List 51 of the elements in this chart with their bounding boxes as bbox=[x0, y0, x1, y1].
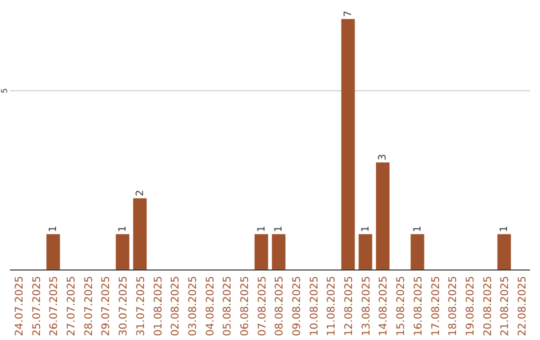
bar bbox=[358, 234, 372, 270]
x-tick-label: 15.08.2025 bbox=[395, 276, 408, 336]
x-tick-label: 11.08.2025 bbox=[326, 276, 338, 336]
x-tick-label: 17.08.2025 bbox=[430, 276, 442, 336]
bar bbox=[46, 234, 60, 270]
x-tick-label: 10.08.2025 bbox=[308, 276, 320, 336]
data-label: 1 bbox=[499, 226, 510, 232]
bar bbox=[133, 198, 147, 270]
data-label: 2 bbox=[134, 190, 146, 196]
x-tick-label: 07.08.2025 bbox=[256, 276, 268, 336]
bar bbox=[254, 234, 268, 270]
x-tick-label: 26.07.2025 bbox=[48, 276, 60, 336]
x-tick-label: 19.08.2025 bbox=[464, 276, 476, 336]
x-tick-label: 02.08.2025 bbox=[170, 276, 182, 336]
x-tick-label: 20.08.2025 bbox=[482, 276, 494, 336]
bar bbox=[410, 234, 424, 270]
y-tick-label: 5 bbox=[0, 88, 9, 94]
x-tick-label: 21.08.2025 bbox=[499, 276, 512, 336]
bar bbox=[116, 234, 130, 270]
x-tick-label: 27.07.2025 bbox=[66, 276, 78, 336]
x-tick-label: 14.08.2025 bbox=[378, 276, 390, 336]
data-label: 1 bbox=[274, 226, 285, 232]
data-label: 1 bbox=[412, 226, 424, 232]
x-tick-label: 31.07.2025 bbox=[134, 276, 147, 336]
data-label: 1 bbox=[360, 226, 372, 232]
x-tick-label: 16.08.2025 bbox=[412, 276, 424, 336]
x-tick-label: 13.08.2025 bbox=[360, 276, 372, 336]
x-tick-label: 03.08.2025 bbox=[186, 276, 199, 336]
x-tick-label: 24.07.2025 bbox=[14, 276, 26, 336]
x-tick-label: 28.07.2025 bbox=[82, 276, 95, 336]
data-label: 1 bbox=[48, 226, 60, 232]
x-tick-label: 30.07.2025 bbox=[118, 276, 130, 336]
x-tick-label: 01.08.2025 bbox=[152, 276, 164, 336]
x-tick-label: 29.07.2025 bbox=[100, 276, 112, 336]
data-label: 1 bbox=[118, 226, 129, 232]
x-tick-label: 08.08.2025 bbox=[274, 276, 286, 336]
bar bbox=[341, 19, 355, 270]
x-tick-label: 22.08.2025 bbox=[516, 276, 528, 336]
bar bbox=[497, 234, 511, 270]
x-tick-label: 09.08.2025 bbox=[291, 276, 304, 336]
x-tick-label: 06.08.2025 bbox=[238, 276, 251, 336]
data-label: 1 bbox=[256, 226, 268, 232]
x-tick-label: 12.08.2025 bbox=[343, 276, 356, 336]
bar bbox=[272, 234, 286, 270]
x-tick-label: 04.08.2025 bbox=[204, 276, 216, 336]
x-tick-label: 25.07.2025 bbox=[30, 276, 43, 336]
bar bbox=[376, 162, 390, 270]
data-label: 7 bbox=[343, 10, 354, 17]
data-label: 3 bbox=[378, 154, 389, 160]
x-tick-label: 18.08.2025 bbox=[447, 276, 460, 336]
x-tick-label: 05.08.2025 bbox=[222, 276, 234, 336]
